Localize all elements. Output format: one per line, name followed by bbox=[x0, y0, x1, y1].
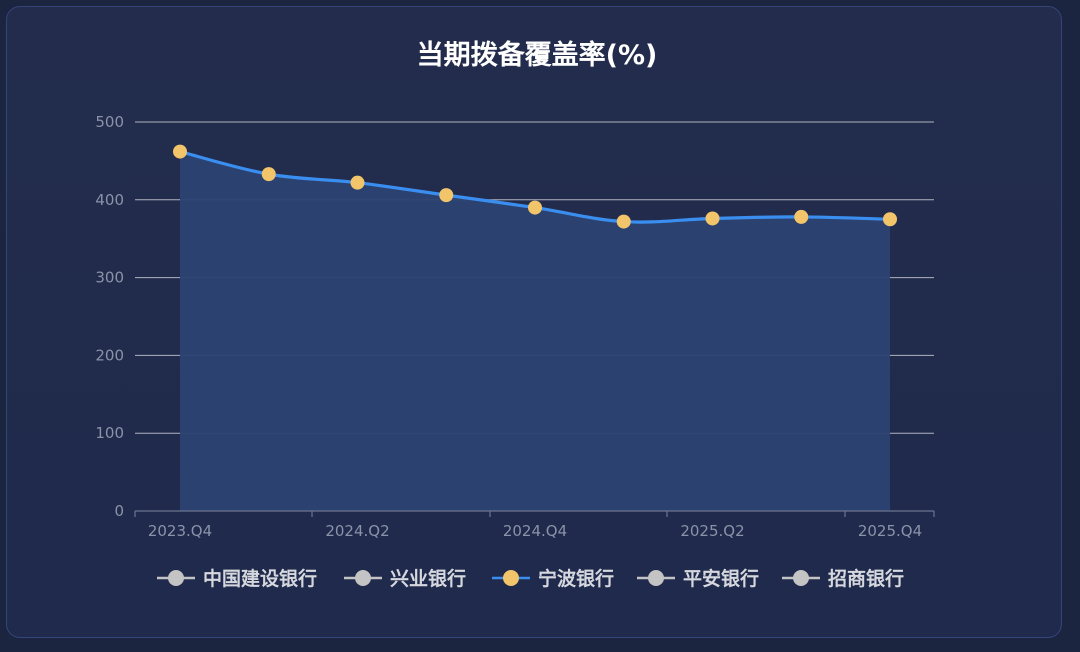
x-tick-label-2023.Q4: 2023.Q4 bbox=[148, 522, 212, 540]
area-layer bbox=[180, 151, 890, 511]
legend-label-3: 平安银行 bbox=[683, 567, 759, 590]
chart-title: 当期拨备覆盖率(%) bbox=[417, 39, 658, 71]
x-tick-label-2024.Q2: 2024.Q2 bbox=[325, 522, 389, 540]
y-tick-label-200: 200 bbox=[95, 346, 124, 364]
y-tick-label-300: 300 bbox=[95, 269, 124, 287]
marker-layer bbox=[173, 144, 897, 229]
legend-marker-0 bbox=[168, 570, 184, 586]
y-tick-label-400: 400 bbox=[95, 191, 124, 209]
x-axis: 2023.Q4 2024.Q2 2024.Q4 2025.Q2 2025.Q4 bbox=[134, 510, 935, 540]
legend-label-1: 兴业银行 bbox=[390, 567, 466, 590]
legend-marker-2 bbox=[503, 570, 519, 586]
legend-marker-3 bbox=[648, 570, 664, 586]
legend-label-0: 中国建设银行 bbox=[203, 567, 317, 590]
legend-label-4: 招商银行 bbox=[828, 567, 904, 590]
series-area-0 bbox=[180, 151, 890, 511]
legend-marker-1 bbox=[355, 570, 371, 586]
legend-label-2: 宁波银行 bbox=[538, 567, 614, 590]
data-point-2024.Q4 bbox=[528, 200, 542, 215]
y-axis: 0 100 200 300 400 500 bbox=[95, 113, 124, 520]
x-tick-label-2025.Q2: 2025.Q2 bbox=[680, 522, 744, 540]
legend-marker-4 bbox=[793, 570, 809, 586]
data-point-2025.Q2 bbox=[705, 211, 720, 226]
data-point-2025.Q4 bbox=[883, 212, 897, 227]
data-point-2024.Q2 bbox=[350, 175, 365, 190]
data-point-2025.Q3 bbox=[794, 209, 809, 224]
data-point-2024.Q3 bbox=[439, 188, 454, 203]
y-tick-label-500: 500 bbox=[95, 113, 124, 131]
x-tick-label-2024.Q4: 2024.Q4 bbox=[503, 522, 567, 540]
y-tick-label-0: 0 bbox=[114, 502, 124, 520]
data-point-2025.Q1 bbox=[616, 214, 631, 229]
y-tick-label-100: 100 bbox=[95, 424, 124, 442]
data-point-2024.Q1 bbox=[261, 167, 276, 182]
legend: 中国建设银行 兴业银行 宁波银行 平安银行 招商银行 bbox=[157, 567, 904, 590]
x-tick-label-2025.Q4: 2025.Q4 bbox=[858, 522, 922, 540]
data-point-2023.Q4 bbox=[173, 144, 187, 159]
